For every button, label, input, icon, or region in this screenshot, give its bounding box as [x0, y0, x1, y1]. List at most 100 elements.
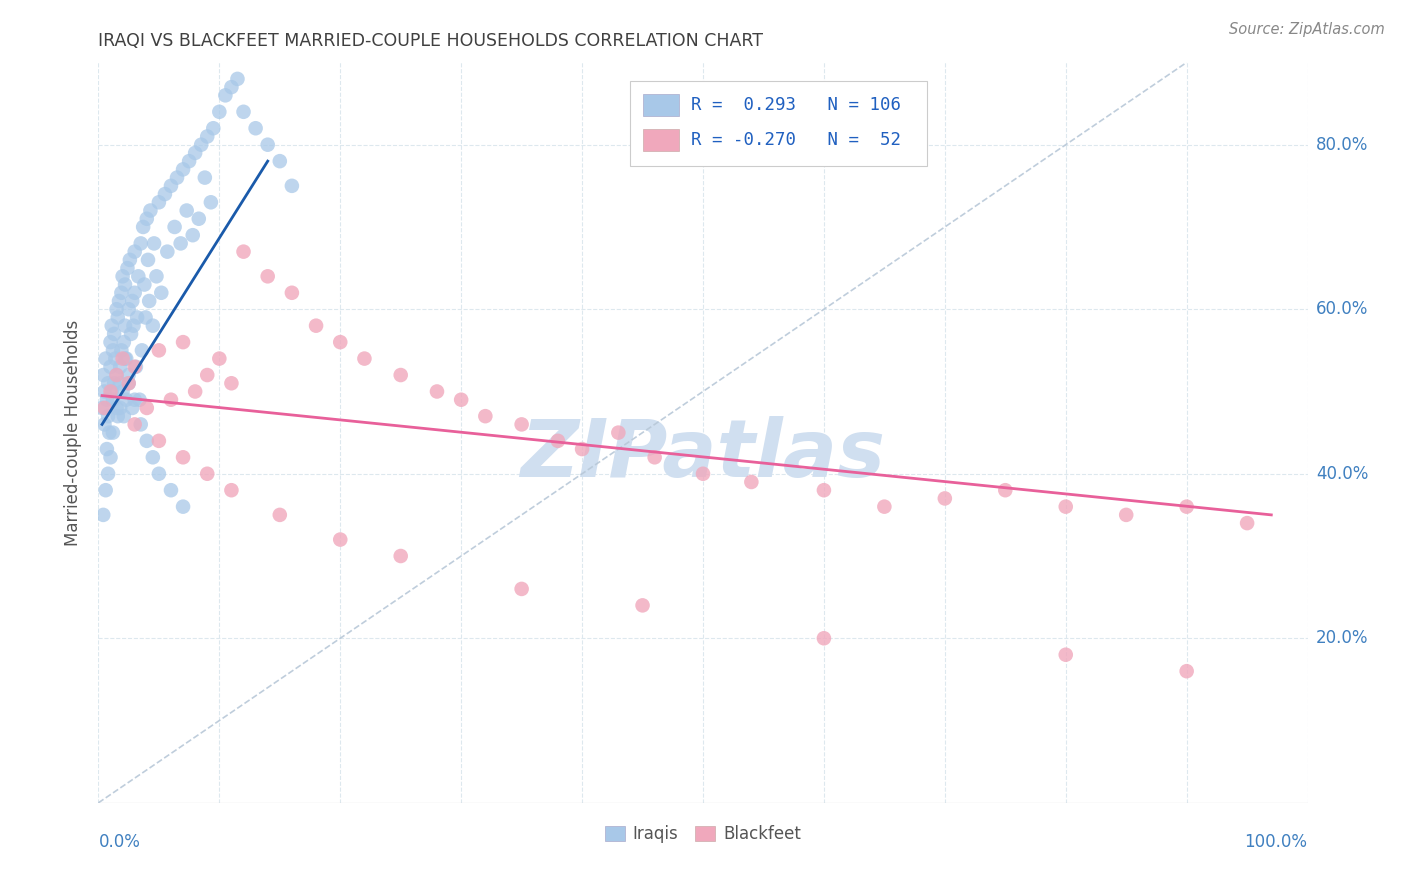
Point — [121, 401, 143, 415]
Point — [111, 269, 134, 284]
Point — [740, 475, 762, 489]
Point — [93, 384, 115, 399]
Point — [1054, 648, 1077, 662]
Point — [118, 376, 141, 391]
Point — [131, 343, 153, 358]
Point — [94, 351, 117, 366]
Y-axis label: Married-couple Households: Married-couple Households — [65, 319, 83, 546]
Point — [607, 425, 630, 440]
Point — [208, 104, 231, 119]
Point — [221, 376, 243, 391]
Point — [269, 154, 291, 169]
Point — [120, 326, 142, 341]
Point — [121, 293, 143, 308]
Point — [135, 211, 157, 226]
Point — [110, 285, 132, 300]
Point — [129, 417, 152, 432]
Point — [166, 170, 188, 185]
Point — [138, 293, 160, 308]
Point — [103, 376, 125, 391]
Point — [172, 500, 194, 514]
Point — [100, 384, 122, 399]
Point — [148, 434, 170, 448]
Point — [631, 599, 654, 613]
Text: Source: ZipAtlas.com: Source: ZipAtlas.com — [1229, 22, 1385, 37]
Point — [105, 368, 128, 382]
Point — [114, 318, 136, 333]
FancyBboxPatch shape — [630, 81, 927, 166]
Point — [115, 351, 138, 366]
Point — [114, 277, 136, 292]
Point — [100, 359, 122, 374]
Point — [101, 392, 124, 407]
Point — [128, 392, 150, 407]
Point — [135, 434, 157, 448]
Point — [148, 343, 170, 358]
Point — [93, 417, 115, 432]
Point — [813, 483, 835, 498]
Point — [132, 219, 155, 234]
Point — [135, 310, 157, 325]
Point — [813, 632, 835, 646]
Point — [221, 483, 243, 498]
Point — [100, 384, 122, 399]
Point — [100, 335, 122, 350]
Text: R =  0.293   N = 106: R = 0.293 N = 106 — [690, 96, 901, 114]
Point — [232, 244, 254, 259]
Text: 80.0%: 80.0% — [1316, 136, 1368, 153]
Point — [329, 335, 352, 350]
Point — [124, 392, 146, 407]
Point — [139, 203, 162, 218]
Text: ZIPatlas: ZIPatlas — [520, 416, 886, 494]
Point — [1175, 664, 1198, 678]
Point — [108, 359, 131, 374]
Point — [148, 467, 170, 481]
Point — [114, 351, 136, 366]
Point — [118, 376, 141, 391]
Point — [190, 137, 212, 152]
Point — [184, 145, 207, 160]
Point — [96, 442, 118, 456]
Point — [105, 401, 128, 415]
Legend: Iraqis, Blackfeet: Iraqis, Blackfeet — [598, 819, 808, 850]
Point — [105, 302, 128, 317]
Point — [160, 178, 183, 193]
Text: IRAQI VS BLACKFEET MARRIED-COUPLE HOUSEHOLDS CORRELATION CHART: IRAQI VS BLACKFEET MARRIED-COUPLE HOUSEH… — [98, 32, 763, 50]
Point — [1236, 516, 1258, 530]
Point — [143, 236, 166, 251]
Point — [281, 285, 304, 300]
Point — [153, 187, 176, 202]
Point — [195, 467, 218, 481]
Point — [94, 483, 117, 498]
Point — [105, 368, 128, 382]
Point — [269, 508, 291, 522]
Point — [163, 219, 186, 234]
Point — [134, 277, 156, 292]
Point — [160, 392, 183, 407]
Point — [571, 442, 593, 456]
Point — [118, 368, 141, 382]
Point — [1115, 508, 1137, 522]
Point — [329, 533, 352, 547]
Point — [129, 236, 152, 251]
Point — [256, 137, 278, 152]
Point — [208, 351, 231, 366]
Point — [111, 384, 134, 399]
Point — [150, 285, 173, 300]
Point — [305, 318, 328, 333]
Point — [148, 195, 170, 210]
Point — [104, 351, 127, 366]
Point — [1175, 500, 1198, 514]
Text: 0.0%: 0.0% — [98, 833, 141, 851]
Point — [101, 343, 124, 358]
Point — [124, 244, 146, 259]
Point — [142, 318, 165, 333]
Point — [118, 302, 141, 317]
Point — [181, 228, 204, 243]
Point — [156, 244, 179, 259]
Point — [100, 450, 122, 465]
Point — [145, 269, 167, 284]
Point — [184, 384, 207, 399]
Point — [232, 104, 254, 119]
Point — [281, 178, 304, 193]
